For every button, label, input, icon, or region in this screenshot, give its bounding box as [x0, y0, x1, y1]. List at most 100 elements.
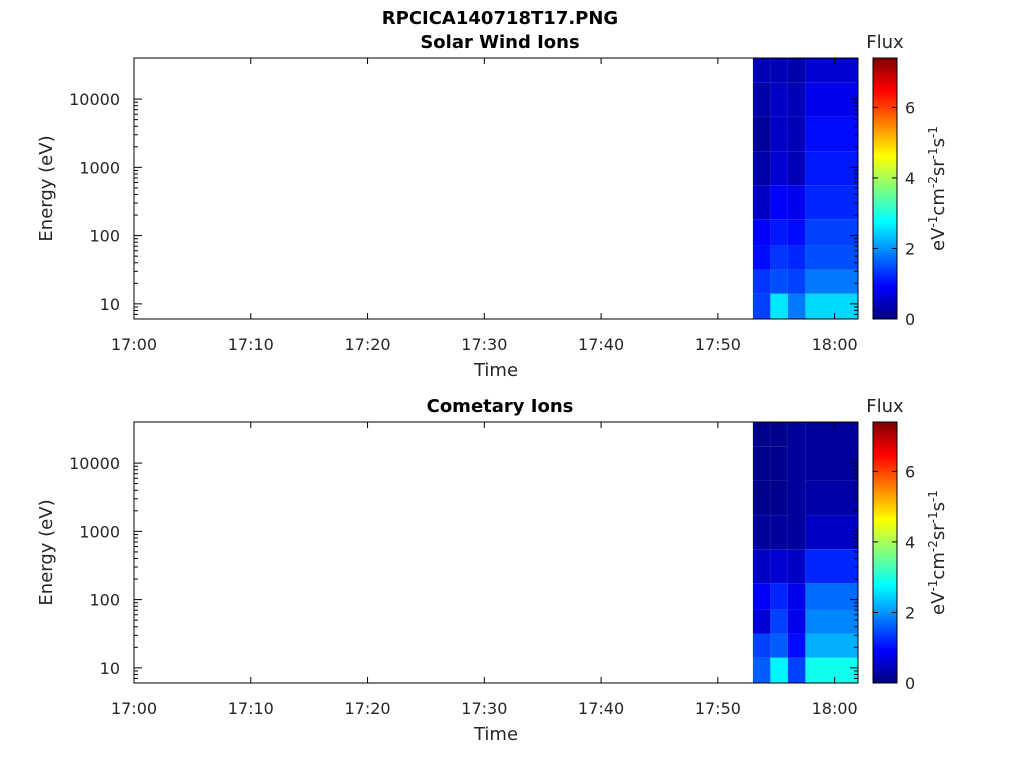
heatmap-cell — [770, 245, 788, 270]
x-tick-label: 17:10 — [228, 699, 274, 718]
heatmap-cell — [770, 657, 788, 683]
heatmap-cell — [770, 446, 788, 481]
heatmap-cell — [787, 151, 806, 186]
heatmap-cell — [787, 657, 806, 683]
y-tick-label: 100 — [89, 591, 120, 610]
x-tick-label: 17:40 — [578, 699, 624, 718]
plot-frame — [133, 57, 859, 320]
heatmap-cell — [752, 515, 771, 550]
colorbar-tick-label: 6 — [905, 462, 915, 481]
colorbar-tick-label: 0 — [905, 310, 915, 329]
y-tick-label: 10 — [100, 295, 120, 314]
x-tick-label: 17:00 — [111, 699, 157, 718]
heatmap-cell — [752, 269, 771, 294]
x-axis: 17:00 17:10 17:20 17:30 17:40 17:50 18:00 — [111, 58, 858, 354]
heatmap-cell — [805, 549, 858, 584]
colorbar-tick-label: 2 — [905, 239, 915, 258]
colorbar-gradient — [872, 57, 898, 320]
x-tick-label: 18:00 — [812, 335, 858, 354]
heatmap-cell — [752, 583, 771, 610]
colorbar-tick-label: 4 — [905, 169, 915, 188]
heatmap-cell — [752, 82, 771, 117]
heatmap-cells — [752, 422, 858, 683]
heatmap-cell — [805, 633, 858, 658]
colorbar-tick-label: 4 — [905, 533, 915, 552]
x-tick-label: 17:20 — [344, 699, 390, 718]
heatmap-cell — [805, 82, 858, 117]
heatmap-cell — [805, 583, 858, 610]
heatmap-cell — [752, 245, 771, 270]
heatmap-cell — [805, 245, 858, 270]
heatmap-cell — [787, 609, 806, 634]
x-tick-label: 17:20 — [344, 335, 390, 354]
heatmap-cell — [805, 480, 858, 515]
colorbar-title: Flux — [866, 32, 904, 53]
heatmap-cell — [770, 583, 788, 610]
heatmap-cell — [787, 219, 806, 246]
heatmap-cell — [752, 293, 771, 319]
colorbar: Flux 0 2 4 6 eV-1cm-2sr-1s-1 — [866, 32, 949, 329]
heatmap-cell — [770, 82, 788, 117]
figure-title: RPCICA140718T17.PNG — [382, 8, 618, 29]
heatmap-cell — [752, 480, 771, 515]
heatmap-cell — [752, 185, 771, 220]
heatmap-cell — [787, 185, 806, 220]
heatmap-cell — [752, 633, 771, 658]
heatmap-cell — [805, 116, 858, 151]
panel-title: Cometary Ions — [427, 396, 574, 417]
x-tick-label: 17:00 — [111, 335, 157, 354]
colorbar-tick-label: 0 — [905, 674, 915, 693]
y-tick-label: 100 — [89, 227, 120, 246]
y-axis: 10 100 1000 10000 — [69, 90, 858, 320]
colorbar-units: eV-1cm-2sr-1s-1 — [926, 490, 949, 615]
heatmap-cell — [770, 609, 788, 634]
heatmap-cell — [787, 82, 806, 117]
x-tick-label: 18:00 — [812, 699, 858, 718]
heatmap-cell — [805, 58, 858, 83]
colorbar-ticks: 0 2 4 6 — [873, 98, 915, 329]
heatmap-cell — [752, 58, 771, 83]
heatmap-cell — [752, 657, 771, 683]
heatmap-cell — [787, 549, 806, 584]
heatmap-cell — [770, 633, 788, 658]
heatmap-cell — [770, 151, 788, 186]
heatmap-cell — [770, 515, 788, 550]
y-axis-label: Energy (eV) — [36, 499, 57, 605]
heatmap-cell — [787, 245, 806, 270]
heatmap-cell — [805, 609, 858, 634]
heatmap-cell — [787, 116, 806, 151]
x-tick-label: 17:40 — [578, 335, 624, 354]
heatmap-cell — [770, 549, 788, 584]
heatmap-cell — [787, 58, 806, 83]
heatmap-cell — [805, 515, 858, 550]
y-axis-label: Energy (eV) — [36, 135, 57, 241]
panel-title: Solar Wind Ions — [420, 32, 579, 53]
heatmap-cell — [752, 151, 771, 186]
y-tick-label: 1000 — [79, 158, 120, 177]
heatmap-cell — [805, 219, 858, 246]
colorbar-tick-label: 6 — [905, 98, 915, 117]
heatmap-cell — [770, 185, 788, 220]
heatmap-cell — [770, 58, 788, 83]
heatmap-cell — [770, 422, 788, 447]
x-tick-label: 17:50 — [695, 699, 741, 718]
heatmap-cell — [770, 269, 788, 294]
heatmap-cell — [787, 633, 806, 658]
x-axis: 17:00 17:10 17:20 17:30 17:40 17:50 18:00 — [111, 422, 858, 718]
heatmap-cell — [805, 151, 858, 186]
y-axis: 10 100 1000 10000 — [69, 454, 858, 684]
heatmap-cell — [805, 657, 858, 683]
plot-frame — [133, 421, 859, 684]
heatmap-cell — [770, 116, 788, 151]
x-tick-label: 17:10 — [228, 335, 274, 354]
colorbar-ticks: 0 2 4 6 — [873, 462, 915, 693]
colorbar-tick-label: 2 — [905, 603, 915, 622]
heatmap-cell — [787, 422, 806, 550]
x-tick-label: 17:30 — [461, 699, 507, 718]
heatmap-cell — [752, 446, 771, 481]
x-axis-label: Time — [473, 360, 518, 381]
heatmap-cell — [770, 219, 788, 246]
x-axis-label: Time — [473, 724, 518, 745]
heatmap-cell — [805, 422, 858, 481]
